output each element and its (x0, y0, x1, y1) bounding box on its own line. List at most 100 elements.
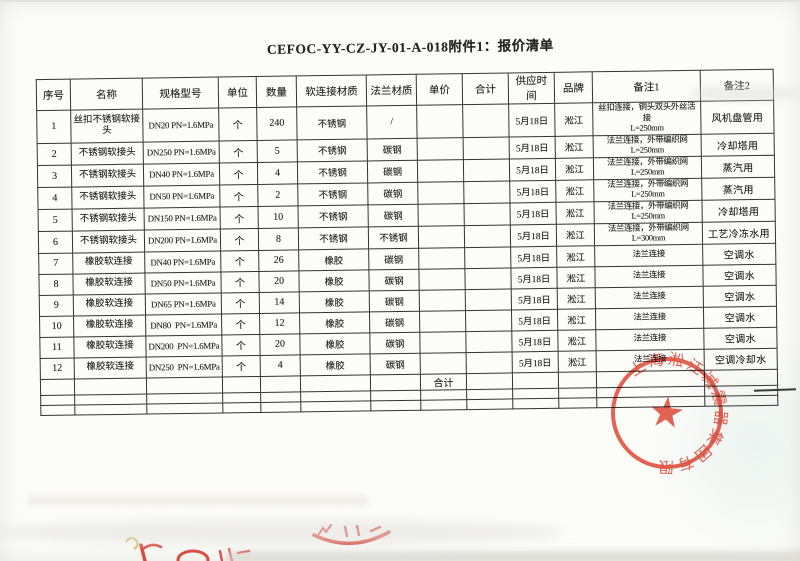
cell-supply_date: 5月18日 (509, 135, 556, 159)
cell-name: 橡胶软连接 (73, 293, 146, 316)
document-title: CEFOC-YY-CZ-JY-01-A-018附件1：报价清单 (266, 37, 554, 57)
stamp-star-icon: ★ (640, 390, 693, 436)
cell-total (463, 158, 510, 182)
cell-total (466, 351, 513, 374)
cell-unit: 个 (222, 354, 261, 377)
cell-seq: 9 (39, 294, 74, 317)
cell-note1: 法兰连接，外带编织网 L=250mm (593, 199, 703, 224)
cell-qty: 26 (258, 249, 299, 271)
red-smile-stroke (312, 530, 391, 546)
note1-line1: 法兰连接 (633, 333, 667, 343)
cell-supply_date: 5月18日 (512, 350, 559, 373)
cell-unit_price (419, 331, 467, 353)
cell-flange_material: 不锈钢 (368, 225, 419, 249)
cell-unit: 个 (220, 270, 260, 293)
cell-soft_material: 橡胶 (299, 311, 370, 334)
scan-streak (28, 496, 368, 505)
cell-brand: 淞江 (555, 201, 595, 224)
cell-note1: 丝扣连接，铜头双头外丝活接 L=250mm (592, 101, 702, 136)
bottom-handwriting-stroke (236, 549, 251, 555)
cell-supply_date: 5月18日 (509, 201, 557, 225)
cell-spec: DN65 PN=1.6MPa (145, 292, 222, 315)
cell-unit_price (420, 352, 467, 374)
note1-line2: L=250mm (630, 123, 664, 133)
cell-note1: 法兰连接，外带编织网 L=300mm (594, 221, 703, 246)
cell-qty: 4 (260, 354, 301, 376)
cell-soft_material: 不锈钢 (298, 226, 369, 250)
cell-unit: 个 (221, 333, 261, 356)
cell-unit_price (417, 137, 464, 160)
cell-spec: DN50 PN=1.6MPa (144, 271, 222, 294)
cell-unit: 个 (219, 139, 258, 163)
cell-seq: 4 (37, 186, 73, 210)
cell-qty: 2 (257, 183, 299, 206)
bottom-handwriting-oval (176, 549, 210, 561)
cell-soft_material: 不锈钢 (297, 182, 369, 206)
cell-seq: 3 (37, 164, 72, 188)
cell-note2: 空调水 (703, 305, 777, 328)
cell-unit_price (417, 159, 464, 182)
cell-spec: DN250 PN=1.6MPa (143, 140, 220, 164)
red-tick-mark (355, 524, 361, 537)
column-header-total: 合计 (462, 72, 509, 105)
cell-soft_material: 橡胶 (299, 332, 371, 355)
cell-qty: 8 (258, 227, 299, 250)
cell-flange_material: 碳钢 (368, 268, 420, 291)
cell-seq: 2 (37, 142, 72, 166)
cell-total (464, 246, 511, 269)
column-header-note2: 备注2 (700, 69, 774, 102)
cell-qty: 20 (258, 270, 300, 292)
stamp-circle (611, 357, 723, 469)
note1-line1: 法兰连接 (632, 249, 665, 260)
scan-streak (225, 551, 800, 561)
red-tick-mark (343, 525, 349, 538)
cell-soft_material: 不锈钢 (297, 138, 368, 162)
cell-brand: 淞江 (555, 179, 594, 202)
cell-spec: DN200 PN=1.6MPa (145, 334, 223, 357)
cell-spec: DN150 PN=1.6MPa (144, 206, 221, 230)
red-dash-mark (369, 525, 382, 533)
cell-unit_price (418, 225, 465, 248)
cell-flange_material: / (366, 105, 418, 139)
cell-supply_date: 5月18日 (509, 179, 556, 203)
cell-qty: 10 (258, 205, 299, 228)
bottom-handwriting-stroke (218, 549, 224, 561)
cell-supply_date: 5月18日 (508, 103, 556, 137)
cell-spec: DN40 PN=1.6MPa (144, 250, 221, 273)
cell-spec: DN40 PN=1.6MPa (143, 162, 220, 186)
cell-seq: 1 (36, 110, 72, 144)
cell-supply_date: 5月18日 (510, 266, 558, 289)
cell-unit: 个 (218, 107, 258, 141)
note1-line2: L=300mm (631, 233, 666, 243)
cell-note2: 空调水 (702, 263, 777, 286)
cell-note2: 空调水 (702, 242, 776, 265)
cell-brand: 淞江 (557, 308, 596, 330)
cell-note2: 蒸汽用 (701, 176, 775, 200)
summary-label: 合计 (420, 373, 467, 390)
cell-supply_date: 5月18日 (511, 329, 559, 352)
cell-note2: 冷却塔用 (701, 198, 776, 222)
cell-name: 不锈钢软接头 (72, 207, 145, 231)
note1-line1: 法兰连接 (632, 270, 666, 281)
cell-name: 不锈钢软接头 (72, 229, 145, 253)
cell-brand: 淞江 (557, 287, 596, 309)
cell-soft_material: 不锈钢 (297, 160, 368, 184)
cell-name: 橡胶软连接 (72, 272, 146, 295)
cell-flange_material: 碳钢 (367, 181, 418, 205)
cell-qty: 240 (256, 106, 298, 140)
cell-flange_material: 碳钢 (368, 247, 419, 270)
cell-soft_material: 不锈钢 (296, 105, 368, 140)
cell-soft_material: 不锈钢 (298, 204, 369, 228)
cell-unit_price (418, 268, 466, 290)
note1-line2: L=250mm (631, 211, 665, 221)
cell-soft_material: 橡胶 (298, 269, 370, 292)
cell-soft_material: 橡胶 (298, 248, 369, 271)
cell-seq: 7 (38, 252, 73, 275)
cell-brand: 淞江 (555, 135, 594, 158)
scan-streak (0, 519, 565, 545)
cell-unit_price (419, 310, 466, 332)
cell-note1: 法兰连接 (595, 285, 704, 309)
cell-note1: 法兰连接 (594, 243, 703, 267)
cell-unit_price (417, 181, 464, 204)
